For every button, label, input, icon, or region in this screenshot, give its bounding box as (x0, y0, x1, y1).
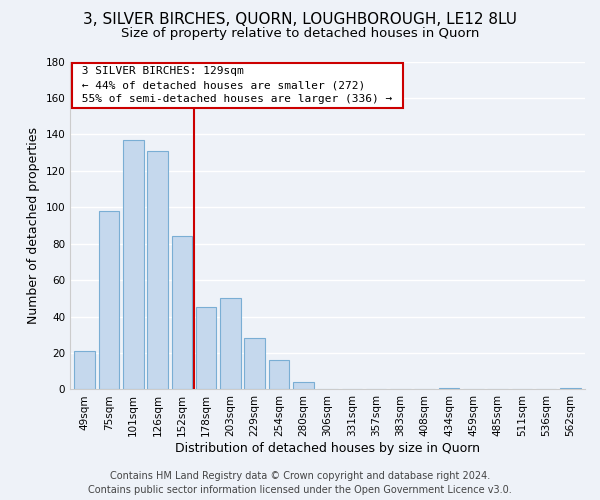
Text: Contains HM Land Registry data © Crown copyright and database right 2024.
Contai: Contains HM Land Registry data © Crown c… (88, 471, 512, 495)
Text: Size of property relative to detached houses in Quorn: Size of property relative to detached ho… (121, 28, 479, 40)
Bar (560, 388, 581, 390)
Bar (172, 236, 192, 390)
Bar (439, 388, 460, 390)
Bar (269, 360, 289, 390)
Bar (196, 308, 217, 390)
X-axis label: Distribution of detached houses by size in Quorn: Distribution of detached houses by size … (175, 442, 480, 455)
Bar (99, 211, 119, 390)
Text: 3 SILVER BIRCHES: 129sqm
 ← 44% of detached houses are smaller (272)
 55% of sem: 3 SILVER BIRCHES: 129sqm ← 44% of detach… (76, 66, 400, 104)
Bar (74, 351, 95, 390)
Y-axis label: Number of detached properties: Number of detached properties (27, 127, 40, 324)
Bar (147, 151, 168, 390)
Bar (123, 140, 143, 390)
Bar (293, 382, 314, 390)
Text: 3, SILVER BIRCHES, QUORN, LOUGHBOROUGH, LE12 8LU: 3, SILVER BIRCHES, QUORN, LOUGHBOROUGH, … (83, 12, 517, 28)
Bar (244, 338, 265, 390)
Bar (220, 298, 241, 390)
